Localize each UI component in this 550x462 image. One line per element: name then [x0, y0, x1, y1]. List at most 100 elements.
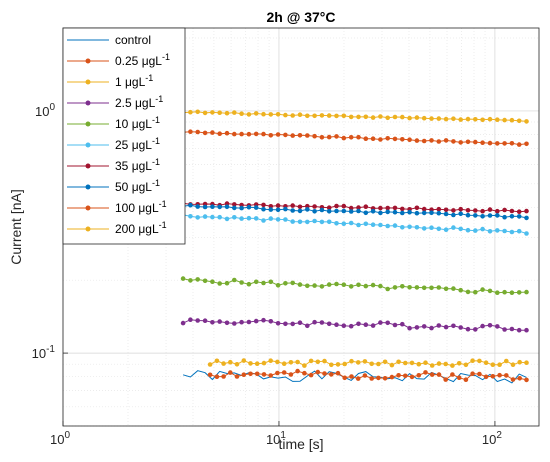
- data-point: [297, 133, 303, 138]
- data-point: [516, 142, 522, 147]
- legend-label-exponent: -1: [155, 94, 163, 104]
- data-point: [348, 220, 354, 226]
- data-point: [429, 138, 434, 143]
- data-point: [283, 206, 288, 212]
- data-point: [214, 374, 220, 380]
- data-point: [451, 212, 456, 218]
- data-point: [246, 131, 252, 137]
- data-point: [363, 204, 369, 209]
- data-point: [370, 282, 376, 288]
- data-point: [334, 208, 339, 214]
- data-point: [421, 206, 427, 212]
- data-point: [509, 326, 515, 332]
- data-point: [423, 360, 428, 366]
- legend-label: control: [115, 33, 151, 47]
- data-point: [281, 370, 287, 375]
- data-point: [363, 136, 369, 141]
- data-point: [246, 281, 252, 287]
- data-point: [416, 373, 422, 378]
- y-tick-base: 10: [32, 346, 46, 361]
- data-point: [268, 279, 274, 285]
- x-tick-exponent: 0: [64, 430, 70, 441]
- data-point: [234, 362, 240, 367]
- y-tick-label: 10-1: [32, 344, 56, 361]
- data-point: [389, 374, 395, 380]
- data-point: [224, 204, 230, 210]
- data-point: [487, 213, 493, 218]
- legend-label-unit: μgL: [138, 222, 159, 236]
- data-point: [465, 208, 471, 213]
- data-point: [465, 116, 471, 122]
- data-point: [423, 370, 428, 375]
- legend-label-unit: μgL: [132, 117, 153, 131]
- data-point: [407, 224, 412, 230]
- legend-label-name: 0.25: [115, 54, 142, 68]
- legend-label-name: 10: [115, 117, 132, 131]
- data-point: [429, 372, 435, 377]
- data-point: [268, 207, 274, 212]
- data-point: [465, 212, 471, 218]
- data-point: [253, 318, 259, 324]
- data-point: [443, 116, 449, 122]
- data-point: [385, 205, 391, 211]
- data-point: [451, 225, 456, 230]
- data-point: [217, 281, 222, 286]
- data-point: [228, 370, 233, 375]
- data-point: [261, 218, 266, 223]
- data-point: [195, 318, 200, 323]
- data-point: [329, 362, 334, 368]
- data-point: [497, 362, 502, 368]
- series-2_5: [180, 317, 529, 333]
- data-point: [477, 371, 482, 377]
- data-point: [188, 202, 193, 208]
- data-point: [451, 116, 456, 121]
- y-tick-label: 100: [35, 102, 55, 119]
- data-point: [509, 290, 515, 296]
- data-point: [363, 322, 369, 328]
- data-point: [335, 370, 341, 376]
- legend-label-exponent: -1: [145, 73, 153, 83]
- data-point: [195, 277, 200, 282]
- data-point: [495, 324, 500, 329]
- data-point: [509, 229, 515, 235]
- data-point: [224, 110, 230, 116]
- data-point: [210, 320, 215, 325]
- data-point: [210, 130, 215, 135]
- legend-label: 25 μgL-1: [115, 136, 160, 152]
- data-point: [487, 140, 493, 146]
- data-point: [477, 358, 482, 364]
- data-point: [297, 320, 303, 326]
- data-point: [480, 287, 485, 292]
- data-point: [378, 283, 383, 289]
- data-point: [436, 116, 442, 121]
- data-point: [382, 376, 388, 381]
- data-point: [370, 136, 376, 141]
- data-point: [188, 214, 193, 219]
- data-point: [217, 131, 222, 136]
- series-10: [180, 276, 529, 296]
- legend-marker: [85, 184, 91, 190]
- data-point: [363, 221, 369, 227]
- data-point: [378, 210, 383, 216]
- data-point: [524, 215, 529, 221]
- data-point: [297, 204, 303, 210]
- data-point: [516, 290, 522, 295]
- data-point: [239, 131, 244, 137]
- data-point: [342, 375, 348, 381]
- data-point: [443, 324, 449, 330]
- data-point: [517, 359, 522, 365]
- data-point: [509, 208, 515, 214]
- data-point: [312, 283, 317, 288]
- data-point: [495, 141, 500, 146]
- data-point: [232, 110, 237, 115]
- legend-label: 1 μgL-1: [115, 73, 153, 89]
- data-point: [268, 373, 274, 378]
- data-point: [224, 201, 230, 206]
- data-point: [312, 133, 317, 139]
- legend-label-exponent: -1: [159, 220, 167, 230]
- data-point: [326, 219, 332, 225]
- data-point: [348, 209, 354, 214]
- data-point: [421, 226, 427, 231]
- data-point: [348, 284, 354, 289]
- data-point: [516, 118, 522, 124]
